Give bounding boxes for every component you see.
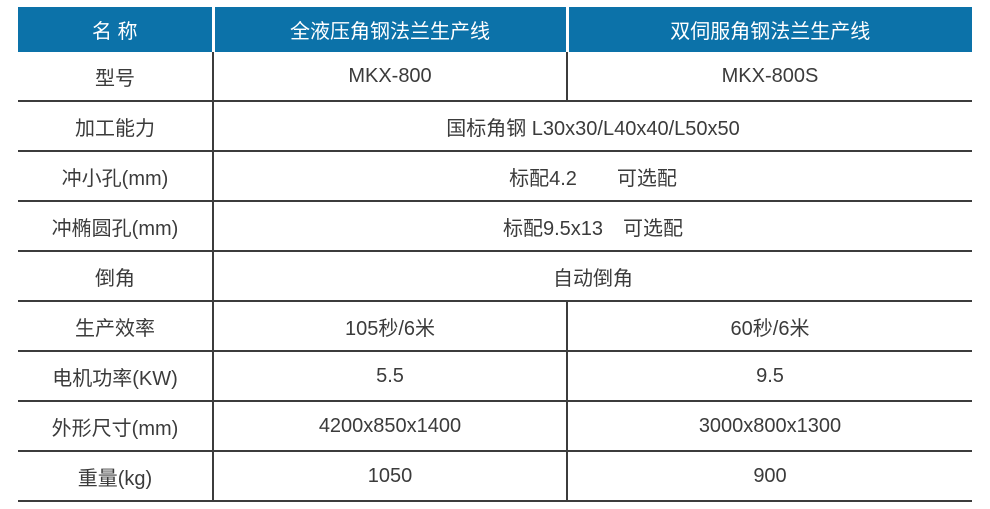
spec-row: 倒角 自动倒角	[18, 251, 972, 302]
spec-row-label: 外形尺寸(mm)	[18, 401, 213, 452]
spec-row: 型号 MKX-800 MKX-800S	[18, 52, 972, 102]
spec-row: 电机功率(KW) 5.5 9.5	[18, 351, 972, 402]
spec-row: 重量(kg) 1050 900	[18, 451, 972, 502]
header-cell-product-dual-servo: 双伺服角钢法兰生产线	[565, 7, 972, 52]
spec-row-merged-value: 国标角钢 L30x30/L40x40/L50x50	[212, 101, 972, 152]
spec-row-merged-value: 标配4.2 可选配	[212, 151, 972, 202]
spec-value-mkx-800s: 3000x800x1300	[566, 401, 972, 452]
spec-row: 冲小孔(mm) 标配4.2 可选配	[18, 151, 972, 202]
spec-row: 冲椭圆孔(mm) 标配9.5x13 可选配	[18, 201, 972, 252]
spec-row-label: 倒角	[18, 251, 213, 302]
spec-value-mkx-800: 4200x850x1400	[212, 401, 567, 452]
spec-row: 生产效率 105秒/6米 60秒/6米	[18, 301, 972, 352]
spec-value-mkx-800s: 60秒/6米	[566, 301, 972, 352]
spec-row-label: 加工能力	[18, 101, 213, 152]
spec-row: 加工能力 国标角钢 L30x30/L40x40/L50x50	[18, 101, 972, 152]
spec-row-merged-value: 自动倒角	[212, 251, 972, 302]
spec-value-mkx-800: 105秒/6米	[212, 301, 567, 352]
spec-value-mkx-800: 5.5	[212, 351, 567, 402]
spec-row-label: 重量(kg)	[18, 451, 213, 502]
header-cell-product-hydraulic: 全液压角钢法兰生产线	[211, 7, 567, 52]
spec-table: 名 称 全液压角钢法兰生产线 双伺服角钢法兰生产线 型号 MKX-800 MKX-8…	[18, 7, 972, 502]
spec-row: 外形尺寸(mm) 4200x850x1400 3000x800x1300	[18, 401, 972, 452]
spec-row-label: 生产效率	[18, 301, 213, 352]
spec-row-label: 电机功率(KW)	[18, 351, 213, 402]
spec-row-label: 冲椭圆孔(mm)	[18, 201, 213, 252]
spec-row-merged-value: 标配9.5x13 可选配	[212, 201, 972, 252]
spec-value-mkx-800: 1050	[212, 451, 567, 502]
spec-value-mkx-800: MKX-800	[212, 52, 567, 102]
spec-value-mkx-800s: 9.5	[566, 351, 972, 402]
spec-value-mkx-800s: 900	[566, 451, 972, 502]
spec-row-label: 冲小孔(mm)	[18, 151, 213, 202]
header-row: 名 称 全液压角钢法兰生产线 双伺服角钢法兰生产线	[18, 7, 972, 52]
spec-row-label: 型号	[18, 52, 213, 102]
header-cell-name: 名 称	[18, 7, 213, 52]
spec-value-mkx-800s: MKX-800S	[566, 52, 972, 102]
